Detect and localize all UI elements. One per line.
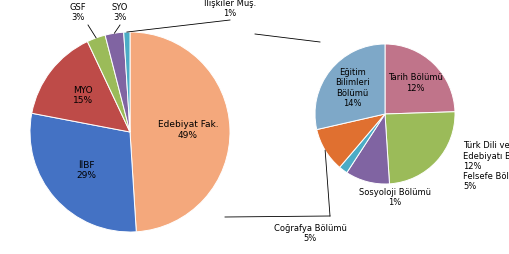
Wedge shape xyxy=(315,44,384,130)
Text: Tarih Bölümü
12%: Tarih Bölümü 12% xyxy=(387,73,442,92)
Wedge shape xyxy=(87,35,130,132)
Wedge shape xyxy=(32,41,130,132)
Text: Coğrafya Bölümü
5%: Coğrafya Bölümü 5% xyxy=(273,224,346,243)
Text: Felsefe Bölümü
5%: Felsefe Bölümü 5% xyxy=(462,172,509,192)
Text: Basın & Halkla
İlişkiler Müş.
1%: Basın & Halkla İlişkiler Müş. 1% xyxy=(199,0,260,18)
Wedge shape xyxy=(130,32,230,232)
Wedge shape xyxy=(105,32,130,132)
Text: Sosyoloji Bölümü
1%: Sosyoloji Bölümü 1% xyxy=(358,188,430,208)
Wedge shape xyxy=(346,114,389,184)
Text: Türk Dili ve
Edebiyatı Bölümü
12%: Türk Dili ve Edebiyatı Bölümü 12% xyxy=(462,141,509,171)
Wedge shape xyxy=(30,113,136,232)
Wedge shape xyxy=(124,32,130,132)
Wedge shape xyxy=(339,114,384,173)
Text: SYO
3%: SYO 3% xyxy=(111,3,128,22)
Text: Edebiyat Fak.
49%: Edebiyat Fak. 49% xyxy=(157,120,218,140)
Wedge shape xyxy=(316,114,384,167)
Text: İİBF
29%: İİBF 29% xyxy=(76,161,96,180)
Wedge shape xyxy=(384,112,454,184)
Text: GSF
3%: GSF 3% xyxy=(70,3,86,22)
Text: MYO
15%: MYO 15% xyxy=(72,86,93,105)
Text: Eğitim
Bilimleri
Bölümü
14%: Eğitim Bilimleri Bölümü 14% xyxy=(334,68,369,108)
Wedge shape xyxy=(384,44,454,114)
